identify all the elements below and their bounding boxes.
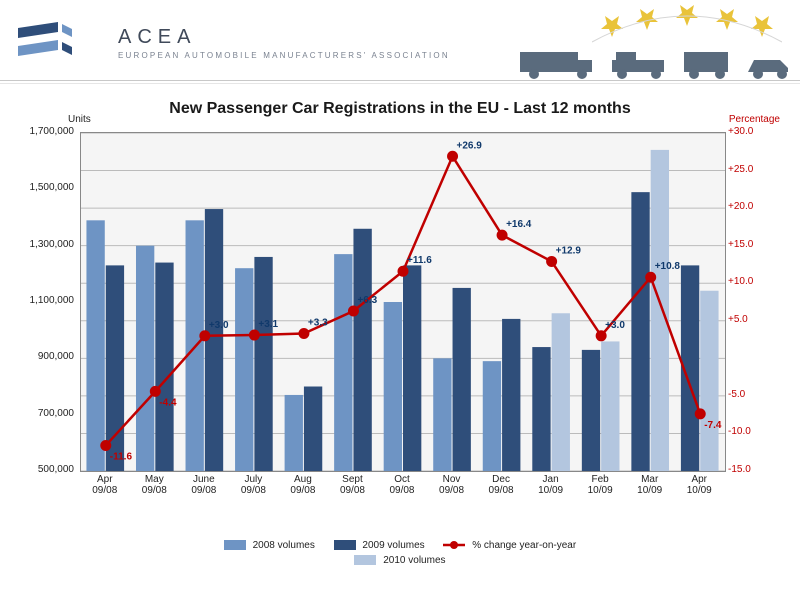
swatch-2009-icon bbox=[334, 540, 356, 550]
legend-2010: 2010 volumes bbox=[354, 555, 445, 566]
legend-pct-label: % change year-on-year bbox=[472, 540, 576, 551]
y-right-tick: +10.0 bbox=[728, 276, 768, 287]
y-left-tick: 500,000 bbox=[20, 464, 74, 475]
legend-2009-label: 2009 volumes bbox=[362, 540, 424, 551]
y-left-tick: 1,500,000 bbox=[20, 182, 74, 193]
x-tick: Oct09/08 bbox=[377, 474, 427, 496]
x-tick: Apr10/09 bbox=[674, 474, 724, 496]
svg-text:-7.4: -7.4 bbox=[704, 420, 722, 431]
legend-2008-label: 2008 volumes bbox=[253, 540, 315, 551]
svg-text:+3.0: +3.0 bbox=[209, 320, 229, 331]
x-tick: Sept09/08 bbox=[328, 474, 378, 496]
chart-legend: 2008 volumes 2009 volumes % change year-… bbox=[130, 538, 670, 568]
swatch-2010-icon bbox=[354, 555, 376, 565]
x-tick: Apr09/08 bbox=[80, 474, 130, 496]
svg-text:+6.3: +6.3 bbox=[357, 295, 377, 306]
x-tick: Dec09/08 bbox=[476, 474, 526, 496]
svg-text:+3.3: +3.3 bbox=[308, 318, 328, 329]
y-right-tick: -5.0 bbox=[728, 389, 768, 400]
legend-pct: % change year-on-year bbox=[443, 540, 576, 551]
x-tick: May09/08 bbox=[130, 474, 180, 496]
swatch-2008-icon bbox=[224, 540, 246, 550]
y-left-title: Units bbox=[68, 114, 91, 125]
svg-text:+12.9: +12.9 bbox=[556, 245, 582, 256]
x-tick: Feb10/09 bbox=[575, 474, 625, 496]
x-tick: July09/08 bbox=[229, 474, 279, 496]
x-tick: Nov09/08 bbox=[427, 474, 477, 496]
plot-area: -11.6 -4.4 +3.0 +3.1 +3.3 +6.3 +11.6 +26.9 +16.4… bbox=[80, 132, 726, 472]
svg-text:+3.0: +3.0 bbox=[605, 320, 625, 331]
svg-text:+10.8: +10.8 bbox=[655, 261, 681, 272]
x-tick: Jan10/09 bbox=[526, 474, 576, 496]
legend-2010-label: 2010 volumes bbox=[383, 555, 445, 566]
legend-2008: 2008 volumes bbox=[224, 540, 315, 551]
legend-2009: 2009 volumes bbox=[334, 540, 425, 551]
x-tick: Aug09/08 bbox=[278, 474, 328, 496]
y-right-tick: +15.0 bbox=[728, 239, 768, 250]
vehicle-silhouettes-icon bbox=[516, 46, 796, 80]
acea-logo-icon bbox=[18, 22, 72, 62]
y-right-tick: +20.0 bbox=[728, 201, 768, 212]
svg-text:+16.4: +16.4 bbox=[506, 219, 532, 230]
swatch-pct-icon bbox=[443, 540, 465, 550]
y-left-tick: 1,300,000 bbox=[20, 239, 74, 250]
chart-svg: -11.6 -4.4 +3.0 +3.1 +3.3 +6.3 +11.6 +26.9 +16.4… bbox=[81, 133, 725, 471]
chart-title: New Passenger Car Registrations in the E… bbox=[10, 100, 790, 118]
svg-text:+3.1: +3.1 bbox=[258, 319, 278, 330]
y-right-title: Percentage bbox=[729, 114, 780, 125]
y-right-tick: +25.0 bbox=[728, 164, 768, 175]
y-left-tick: 900,000 bbox=[20, 351, 74, 362]
chart-container: New Passenger Car Registrations in the E… bbox=[10, 94, 790, 590]
svg-text:-4.4: -4.4 bbox=[159, 397, 177, 408]
brand-block: ACEA EUROPEAN AUTOMOBILE MANUFACTURERS' … bbox=[118, 26, 450, 60]
y-right-tick: -15.0 bbox=[728, 464, 768, 475]
brand-name: ACEA bbox=[118, 26, 450, 49]
header-divider bbox=[0, 80, 800, 84]
page-header: ACEA EUROPEAN AUTOMOBILE MANUFACTURERS' … bbox=[0, 0, 800, 82]
svg-text:+11.6: +11.6 bbox=[407, 255, 432, 266]
svg-text:-11.6: -11.6 bbox=[110, 451, 133, 462]
x-tick: June09/08 bbox=[179, 474, 229, 496]
y-left-tick: 1,100,000 bbox=[20, 295, 74, 306]
svg-text:+26.9: +26.9 bbox=[457, 140, 483, 151]
y-left-tick: 1,700,000 bbox=[20, 126, 74, 137]
y-right-tick: +30.0 bbox=[728, 126, 768, 137]
y-left-tick: 700,000 bbox=[20, 408, 74, 419]
y-right-tick: -10.0 bbox=[728, 426, 768, 437]
y-right-tick: +5.0 bbox=[728, 314, 768, 325]
eu-stars-icon bbox=[592, 2, 782, 52]
brand-tagline: EUROPEAN AUTOMOBILE MANUFACTURERS' ASSOC… bbox=[118, 51, 450, 60]
x-tick: Mar10/09 bbox=[625, 474, 675, 496]
